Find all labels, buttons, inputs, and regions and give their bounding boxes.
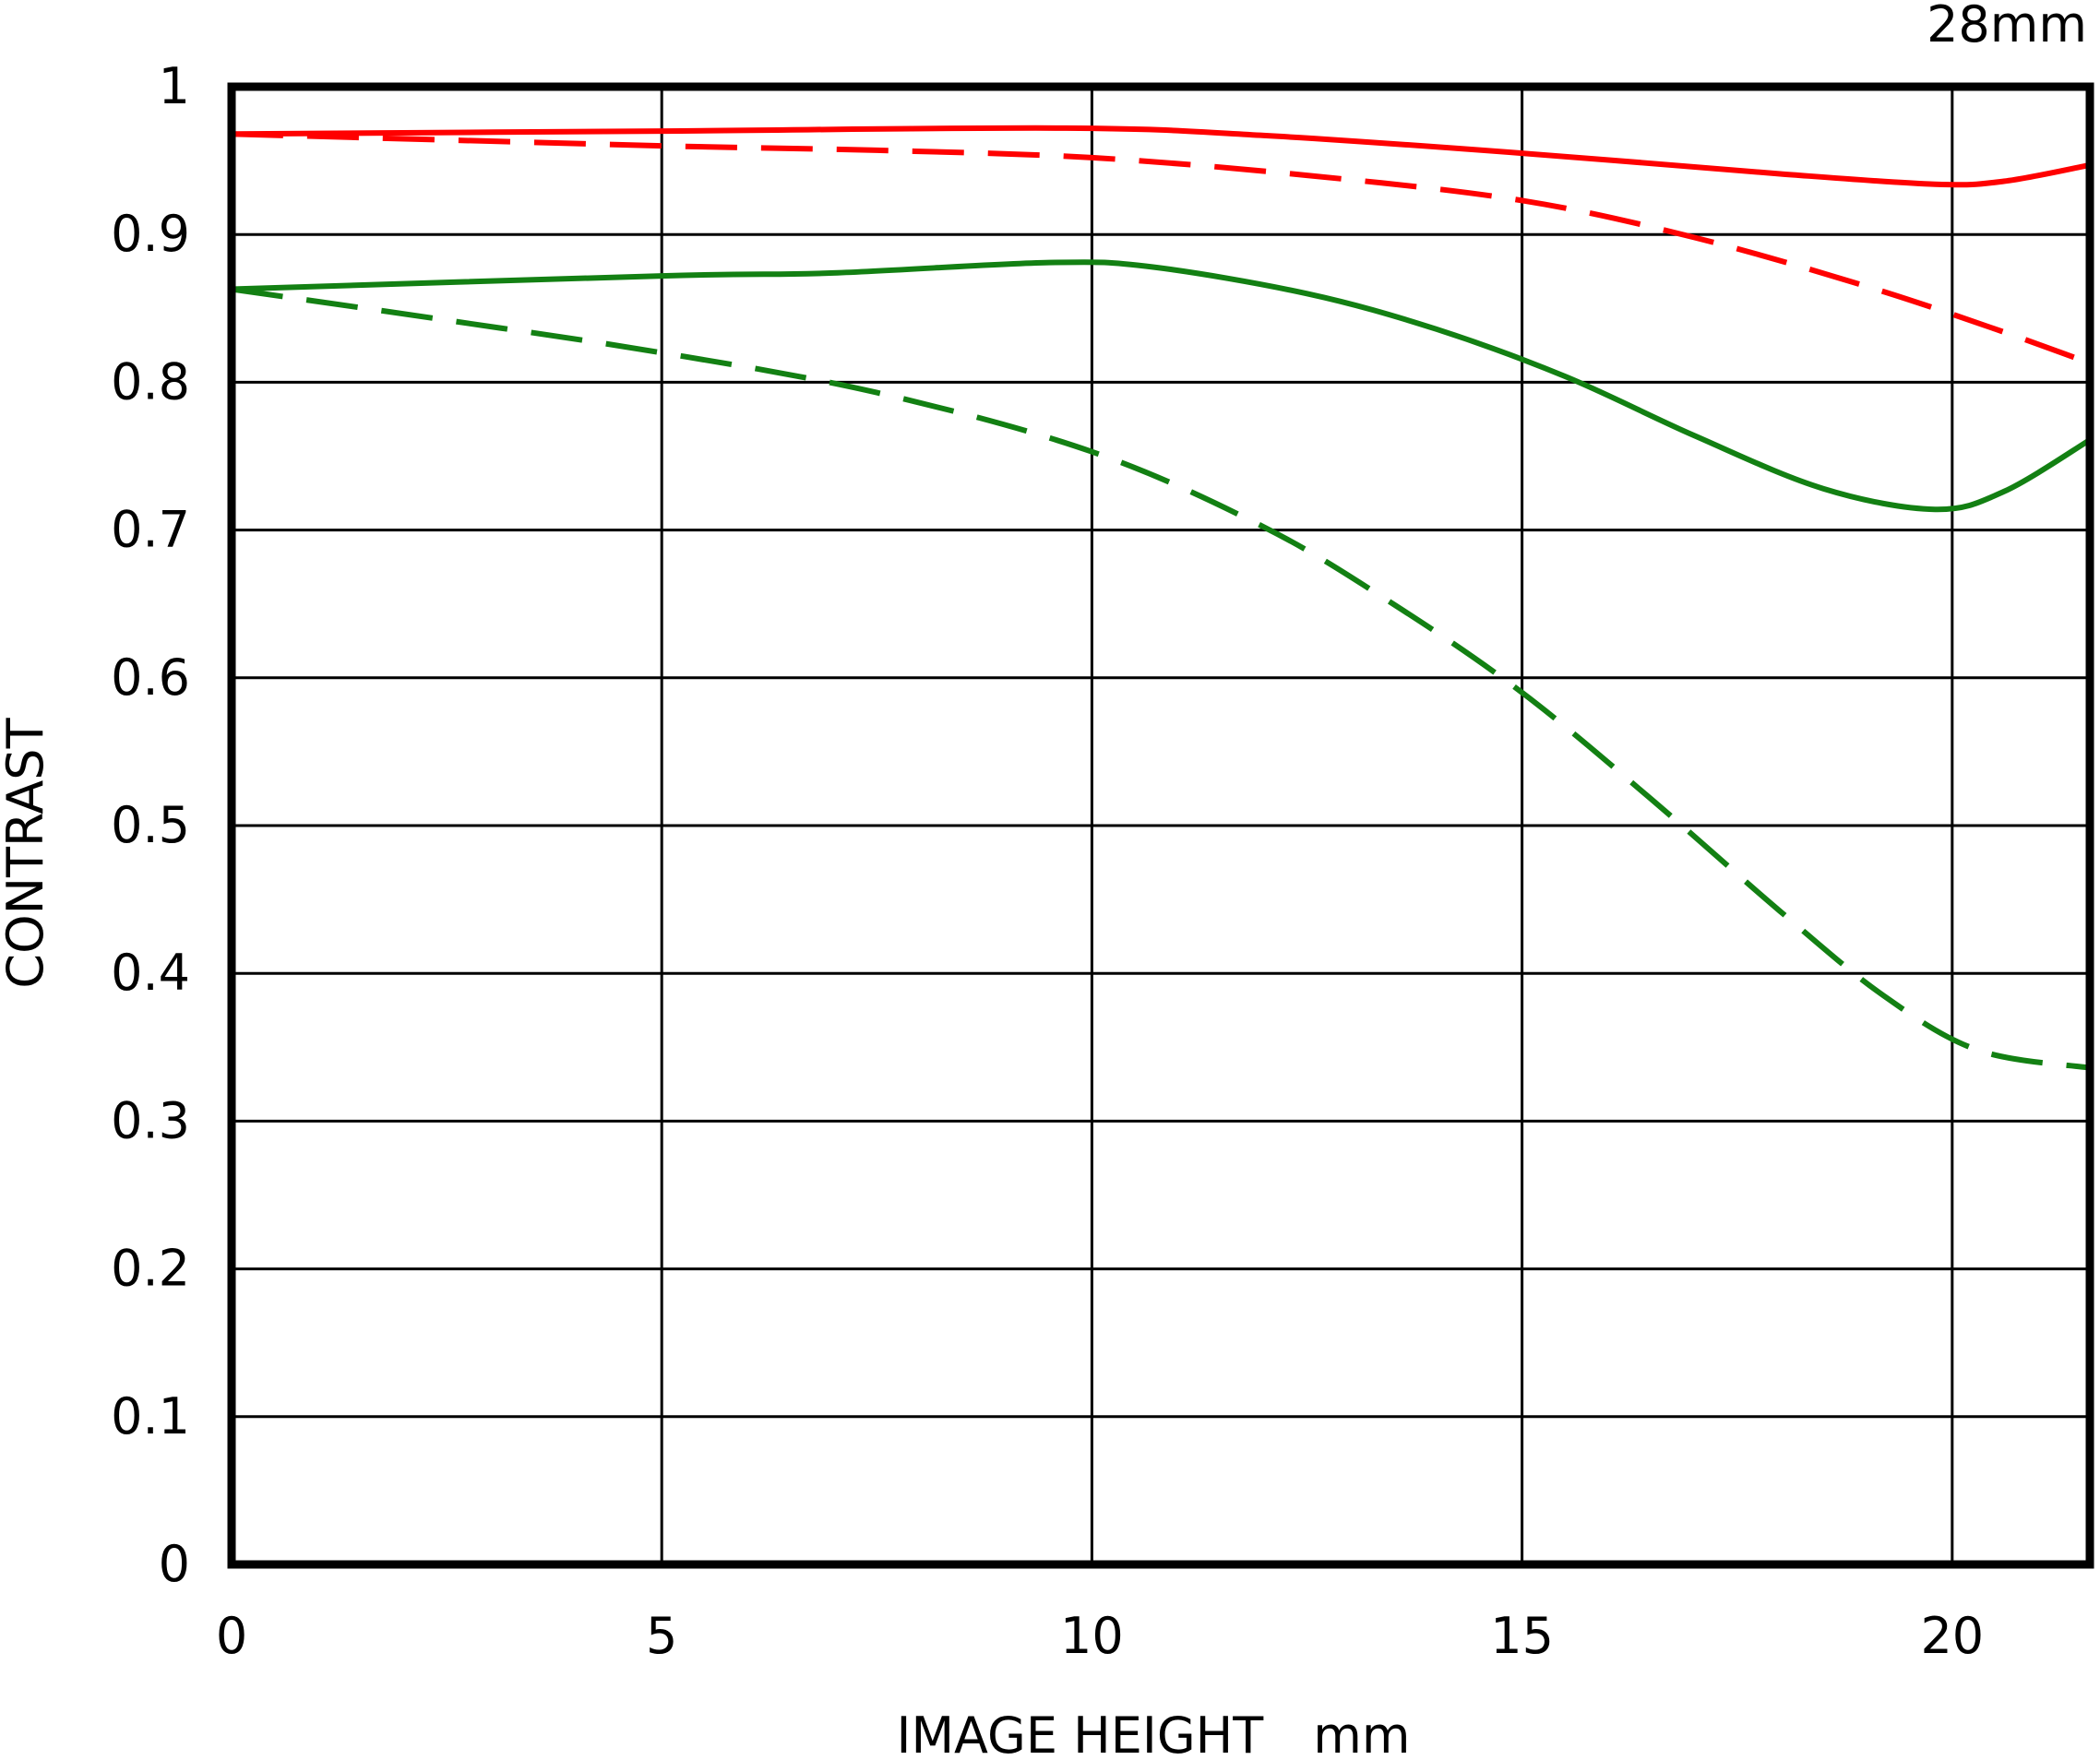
red-solid-series-line	[231, 125, 2091, 188]
y-tick-label: 0.6	[111, 648, 190, 707]
plot-frame	[227, 82, 2094, 1569]
green-solid-series-line	[231, 259, 2092, 513]
grid-lines	[230, 85, 2090, 1566]
focal-length-label: 28mm	[1927, 0, 2087, 54]
series-lines	[231, 125, 2092, 1071]
y-tick-label: 0.2	[111, 1240, 190, 1298]
y-tick-label: 0.4	[111, 944, 190, 1002]
x-tick-label: 5	[646, 1607, 677, 1665]
x-tick-label: 10	[1060, 1607, 1124, 1665]
y-tick-label: 0.9	[111, 205, 190, 263]
y-tick-label: 0.7	[111, 501, 190, 559]
x-tick-labels: 0 5 10 15 20	[216, 1607, 1984, 1665]
y-tick-label: 1	[159, 57, 190, 115]
y-tick-label: 0.1	[111, 1387, 190, 1445]
green-dashed-series-line	[231, 286, 2091, 1071]
y-tick-label: 0.8	[111, 352, 190, 410]
red-dashed-series-line	[231, 131, 2092, 366]
y-tick-label: 0.3	[111, 1091, 190, 1149]
y-tick-labels: 0 0.1 0.2 0.3 0.4 0.5 0.6 0.7 0.8 0.9 1	[111, 57, 190, 1593]
y-tick-label: 0.5	[111, 796, 190, 854]
x-tick-label: 15	[1490, 1607, 1554, 1665]
y-axis-label: CONTRAST	[0, 717, 54, 988]
x-tick-label: 20	[1920, 1607, 1984, 1665]
x-axis-label: IMAGE HEIGHT mm	[897, 1706, 1411, 1760]
x-tick-label: 0	[216, 1607, 247, 1665]
y-tick-label: 0	[159, 1535, 190, 1593]
